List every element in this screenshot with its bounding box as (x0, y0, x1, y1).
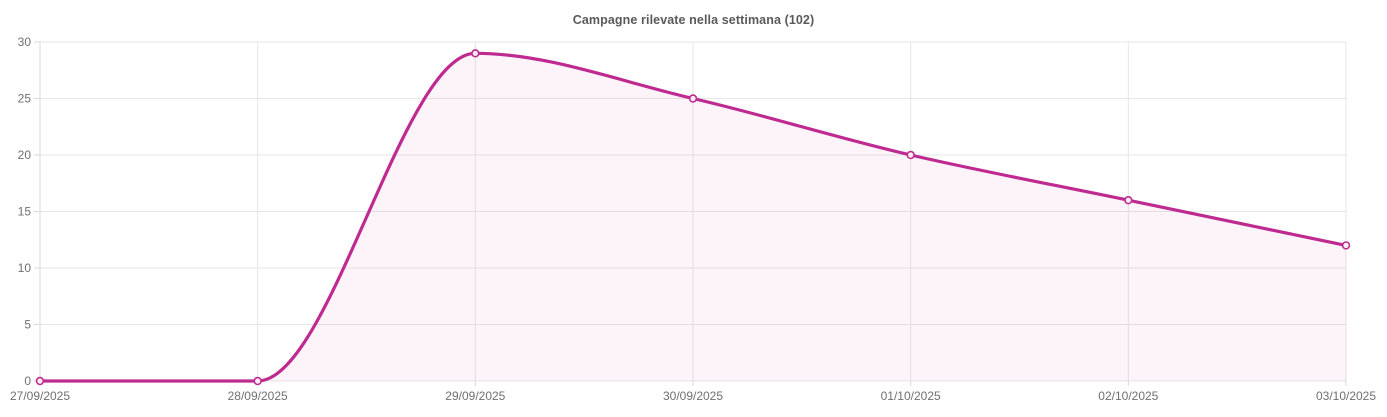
x-axis-label: 29/09/2025 (445, 389, 505, 403)
x-axis-label: 02/10/2025 (1098, 389, 1158, 403)
x-axis-label: 03/10/2025 (1316, 389, 1376, 403)
y-axis-label: 25 (18, 92, 32, 106)
y-axis-label: 10 (18, 261, 32, 275)
x-axis-label: 27/09/2025 (10, 389, 70, 403)
x-axis-label: 01/10/2025 (881, 389, 941, 403)
series-area-fill (40, 53, 1346, 382)
y-axis-label: 0 (24, 374, 31, 388)
x-axis-label: 28/09/2025 (228, 389, 288, 403)
data-point-30/09/2025[interactable] (688, 94, 698, 103)
data-point-01/10/2025[interactable] (906, 150, 915, 160)
chart-title: Campagne rilevate nella settimana (102) (572, 13, 815, 27)
y-axis-label: 30 (18, 35, 32, 49)
data-point-02/10/2025[interactable] (1124, 196, 1133, 205)
y-axis-label: 20 (18, 148, 32, 162)
data-point-28/09/2025[interactable] (253, 376, 262, 386)
data-point-29/09/2025[interactable] (471, 49, 480, 58)
y-axis-label: 5 (24, 318, 31, 332)
x-axis-label: 30/09/2025 (663, 389, 723, 403)
data-point-03/10/2025[interactable] (1341, 241, 1351, 250)
y-axis-label: 15 (18, 205, 32, 219)
data-point-27/09/2025[interactable] (35, 376, 45, 386)
